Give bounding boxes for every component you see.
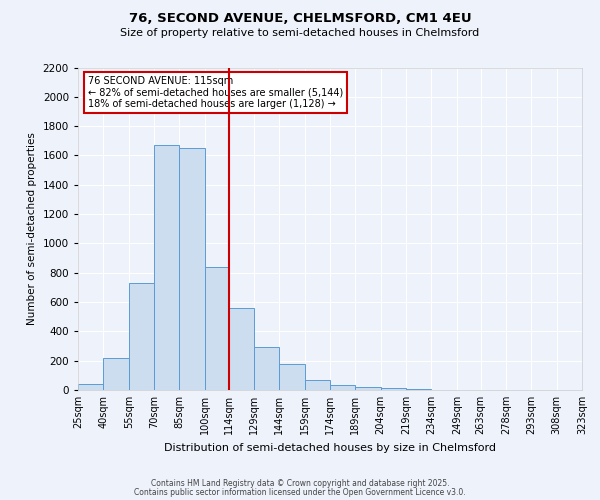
Bar	[381, 388, 406, 390]
Bar	[330, 385, 355, 390]
Bar	[254, 347, 279, 390]
Bar	[205, 267, 229, 390]
Text: 76 SECOND AVENUE: 115sqm
← 82% of semi-detached houses are smaller (5,144)
18% o: 76 SECOND AVENUE: 115sqm ← 82% of semi-d…	[88, 76, 343, 109]
Bar	[229, 308, 254, 390]
Bar	[279, 364, 305, 390]
Text: Contains public sector information licensed under the Open Government Licence v3: Contains public sector information licen…	[134, 488, 466, 497]
Bar	[78, 384, 103, 390]
Text: 76, SECOND AVENUE, CHELMSFORD, CM1 4EU: 76, SECOND AVENUE, CHELMSFORD, CM1 4EU	[128, 12, 472, 26]
X-axis label: Distribution of semi-detached houses by size in Chelmsford: Distribution of semi-detached houses by …	[164, 442, 496, 452]
Text: Contains HM Land Registry data © Crown copyright and database right 2025.: Contains HM Land Registry data © Crown c…	[151, 479, 449, 488]
Bar	[406, 388, 431, 390]
Y-axis label: Number of semi-detached properties: Number of semi-detached properties	[27, 132, 37, 325]
Bar	[129, 283, 154, 390]
Bar	[305, 380, 330, 390]
Bar	[103, 358, 129, 390]
Text: Size of property relative to semi-detached houses in Chelmsford: Size of property relative to semi-detach…	[121, 28, 479, 38]
Bar	[154, 145, 179, 390]
Bar	[179, 148, 205, 390]
Bar	[355, 387, 381, 390]
